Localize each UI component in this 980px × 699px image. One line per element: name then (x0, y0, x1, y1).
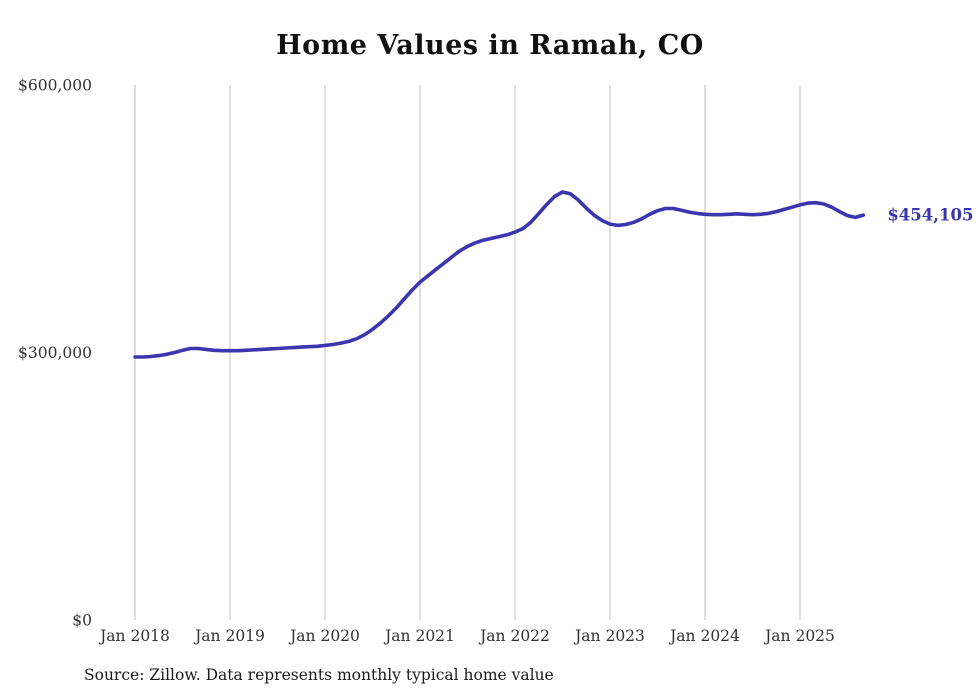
y-axis-tick-label: $300,000 (18, 344, 92, 362)
y-axis-tick-label: $600,000 (18, 77, 92, 95)
x-axis-tick-label: Jan 2023 (573, 627, 645, 645)
x-axis-tick-label: Jan 2019 (193, 627, 265, 645)
x-axis-tick-label: Jan 2025 (763, 627, 835, 645)
end-value-label: $454,105 (887, 206, 973, 225)
x-axis-tick-label: Jan 2020 (288, 627, 360, 645)
trend-line (133, 190, 866, 359)
chart-title: Home Values in Ramah, CO (276, 30, 704, 61)
x-axis-tick-label: Jan 2018 (98, 627, 170, 645)
source-note: Source: Zillow. Data represents monthly … (84, 666, 554, 684)
x-axis-tick-label: Jan 2021 (383, 627, 455, 645)
y-axis-tick-label: $0 (72, 612, 92, 630)
x-axis-tick-label: Jan 2024 (668, 627, 740, 645)
x-axis-tick-label: Jan 2022 (478, 627, 550, 645)
